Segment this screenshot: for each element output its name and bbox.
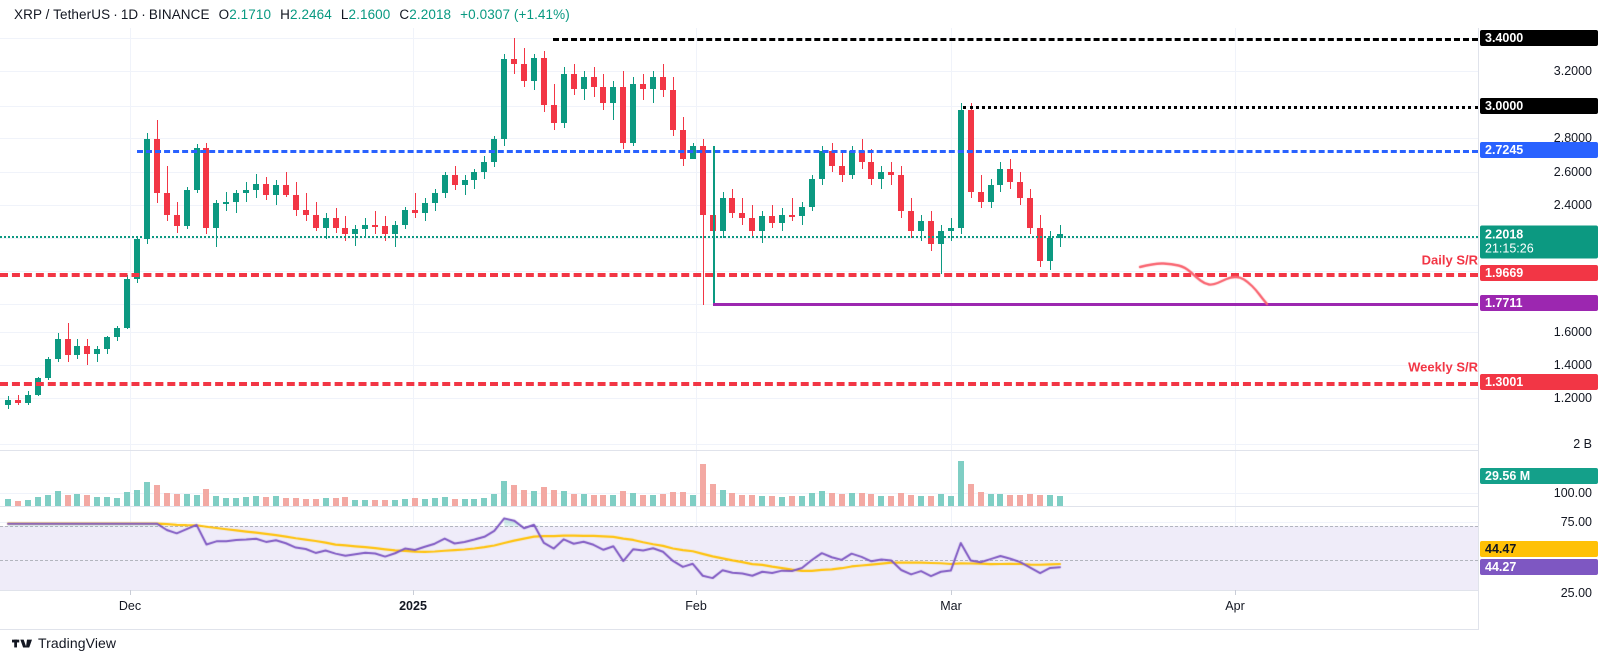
header-separator-2: ·: [141, 6, 146, 22]
rsi-ma-value[interactable]: 44.47: [1480, 541, 1598, 557]
chart-header: XRP / TetherUS · 1D · BINANCE O2.1710 H2…: [0, 0, 1600, 28]
bottom-border: [0, 629, 1600, 630]
ohlc-close-value: 2.2018: [409, 6, 452, 22]
time-tick: [951, 590, 952, 595]
ohlc-high: H2.2464: [280, 7, 332, 22]
rsi-tick: 100.00: [1553, 486, 1592, 500]
current-price-badge[interactable]: 2.2018 21:15:26: [1480, 225, 1598, 259]
ohlc-open-value: 2.1710: [229, 6, 272, 22]
rsi-tick: 75.00: [1560, 515, 1592, 529]
time-label: Mar: [940, 599, 962, 613]
level-3-0000[interactable]: 3.0000: [1480, 98, 1598, 114]
chart-plot-area[interactable]: Daily S/R Weekly S/R: [0, 28, 1478, 590]
time-label: 2025: [399, 599, 427, 613]
price-tick: 2.8000: [1553, 131, 1592, 145]
ohlc-low-value: 2.1600: [348, 6, 391, 22]
ohlc-low: L2.1600: [341, 7, 391, 22]
header-separator-1: ·: [113, 6, 118, 22]
price-tick: 3.2000: [1553, 64, 1592, 78]
exchange-label[interactable]: BINANCE: [148, 6, 210, 22]
weekly-sr-label: Weekly S/R: [1408, 359, 1478, 375]
ohlc-high-value: 2.2464: [289, 6, 332, 22]
level-2-7245[interactable]: 2.7245: [1480, 142, 1598, 158]
time-axis-border: [0, 590, 1478, 591]
time-label: Feb: [685, 599, 707, 613]
rsi-value[interactable]: 44.27: [1480, 559, 1598, 575]
time-label: Apr: [1225, 599, 1245, 613]
time-tick: [1235, 590, 1236, 595]
time-label: Dec: [118, 599, 142, 613]
ohlc-low-key: L: [340, 6, 349, 22]
level-1-9669[interactable]: 1.9669: [1480, 265, 1598, 281]
interval-label[interactable]: 1D: [120, 6, 139, 22]
ohlc-close-key: C: [399, 6, 410, 22]
time-tick: [130, 590, 131, 595]
bar-countdown: 21:15:26: [1485, 241, 1534, 256]
price-change: +0.0307 (+1.41%): [460, 6, 570, 22]
volume-badge[interactable]: 29.56 M: [1480, 468, 1598, 484]
forecast-drawing[interactable]: [0, 28, 1478, 590]
tradingview-footer[interactable]: TradingView: [12, 632, 116, 654]
price-tick: 1.6000: [1553, 325, 1592, 339]
price-axis-border: [1478, 0, 1479, 630]
level-1-7711[interactable]: 1.7711: [1480, 295, 1598, 311]
ohlc-close: C2.2018: [399, 7, 451, 22]
ohlc-high-key: H: [280, 6, 290, 22]
daily-sr-label: Daily S/R: [1421, 252, 1478, 268]
level-3-4000[interactable]: 3.4000: [1480, 30, 1598, 46]
tradingview-brand: TradingView: [38, 635, 117, 651]
price-axis[interactable]: USDT 3.40003.20003.00002.80002.60002.400…: [1478, 0, 1600, 630]
current-price-value: 2.2018: [1485, 227, 1524, 242]
time-tick: [696, 590, 697, 595]
volume-tick: 2 B: [1573, 437, 1592, 451]
symbol-label[interactable]: XRP / TetherUS: [14, 6, 111, 22]
price-tick: 1.4000: [1553, 358, 1592, 372]
ohlc-open-key: O: [218, 6, 230, 22]
time-axis[interactable]: Dec 2025 Feb Mar Apr: [0, 590, 1478, 630]
price-tick: 1.2000: [1553, 391, 1592, 405]
price-tick: 2.4000: [1553, 198, 1592, 212]
tradingview-logo-icon: [12, 639, 32, 648]
ohlc-open: O2.1710: [219, 7, 272, 22]
level-1-3001[interactable]: 1.3001: [1480, 374, 1598, 390]
price-tick: 2.6000: [1553, 165, 1592, 179]
time-tick: [413, 590, 414, 595]
rsi-tick: 25.00: [1560, 586, 1592, 600]
